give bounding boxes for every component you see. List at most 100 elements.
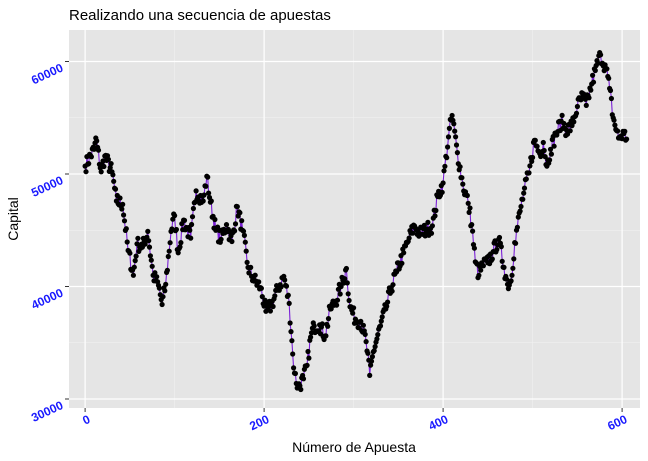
- data-point: [188, 235, 194, 241]
- data-point: [511, 256, 517, 262]
- data-point: [149, 263, 155, 269]
- data-point: [342, 276, 348, 282]
- data-point: [291, 365, 297, 371]
- data-point: [258, 285, 264, 291]
- data-point: [567, 128, 573, 134]
- data-point: [428, 230, 435, 236]
- data-point: [127, 250, 133, 256]
- data-point: [101, 163, 107, 170]
- data-point: [360, 322, 366, 328]
- data-point: [425, 219, 431, 225]
- data-point: [223, 222, 230, 228]
- data-point: [239, 218, 245, 224]
- data-point: [290, 351, 296, 357]
- x-tick-label: 400: [426, 412, 450, 433]
- data-point: [259, 294, 265, 300]
- data-point: [449, 112, 455, 119]
- data-point: [345, 291, 351, 297]
- data-point: [457, 164, 463, 170]
- data-point: [117, 195, 123, 201]
- data-point: [464, 192, 470, 199]
- data-point: [622, 128, 628, 134]
- data-point: [94, 138, 100, 144]
- data-point: [187, 227, 193, 233]
- data-point: [532, 137, 538, 143]
- data-point: [178, 240, 184, 246]
- data-point: [193, 188, 199, 194]
- data-point: [145, 228, 151, 234]
- data-point: [160, 294, 166, 300]
- data-point: [470, 228, 476, 234]
- data-point: [323, 333, 329, 339]
- data-point: [287, 320, 293, 326]
- data-point: [298, 386, 304, 393]
- data-point: [429, 223, 435, 229]
- data-point: [441, 168, 447, 174]
- data-point: [548, 151, 555, 157]
- data-point: [385, 299, 391, 305]
- data-point: [530, 154, 536, 161]
- chart-title: Realizando una secuencia de apuestas: [69, 7, 331, 24]
- data-point: [325, 323, 331, 329]
- data-point: [379, 314, 385, 320]
- data-point: [466, 209, 472, 215]
- y-tick-label: 30000: [29, 398, 65, 425]
- data-point: [439, 189, 445, 195]
- data-point: [288, 329, 294, 335]
- data-point: [175, 250, 181, 256]
- data-point: [203, 183, 209, 189]
- data-point: [529, 158, 535, 164]
- data-point: [586, 95, 592, 101]
- data-point: [132, 258, 138, 264]
- data-point: [445, 134, 452, 140]
- data-point: [453, 134, 459, 140]
- data-point: [384, 303, 390, 309]
- data-point: [334, 302, 340, 308]
- data-point: [454, 150, 460, 156]
- data-point: [237, 210, 243, 216]
- data-point: [86, 161, 92, 167]
- data-point: [444, 155, 450, 161]
- data-point: [244, 259, 250, 265]
- data-point: [368, 358, 375, 364]
- data-point: [163, 281, 169, 287]
- data-point: [590, 72, 596, 78]
- data-point: [459, 175, 465, 181]
- data-point: [201, 192, 207, 198]
- y-axis-ticks: [65, 61, 69, 400]
- data-point: [177, 244, 183, 250]
- data-point: [241, 232, 247, 238]
- plot-panel: [69, 30, 640, 408]
- data-point: [446, 125, 452, 131]
- data-point: [410, 230, 416, 236]
- data-point: [172, 213, 178, 219]
- data-point: [246, 270, 252, 276]
- data-point: [146, 244, 153, 250]
- data-point: [365, 350, 371, 356]
- data-point: [154, 274, 160, 280]
- data-point: [181, 217, 188, 223]
- data-point: [300, 376, 307, 382]
- data-point: [452, 128, 458, 134]
- x-axis-ticks: [84, 408, 623, 412]
- data-point: [133, 253, 139, 259]
- data-point: [350, 310, 356, 316]
- data-point: [624, 136, 630, 142]
- data-point: [389, 288, 395, 294]
- data-point: [285, 292, 291, 298]
- data-point: [232, 228, 238, 234]
- data-point: [460, 181, 466, 187]
- data-point: [480, 263, 486, 269]
- data-point: [520, 196, 526, 202]
- data-point: [304, 362, 310, 368]
- data-point: [608, 95, 615, 102]
- data-point: [559, 112, 565, 118]
- data-point: [534, 143, 540, 149]
- data-point: [328, 306, 334, 312]
- data-point: [469, 222, 475, 228]
- data-point: [573, 110, 580, 116]
- data-point: [406, 235, 412, 241]
- data-point: [401, 250, 407, 256]
- data-point: [421, 222, 427, 228]
